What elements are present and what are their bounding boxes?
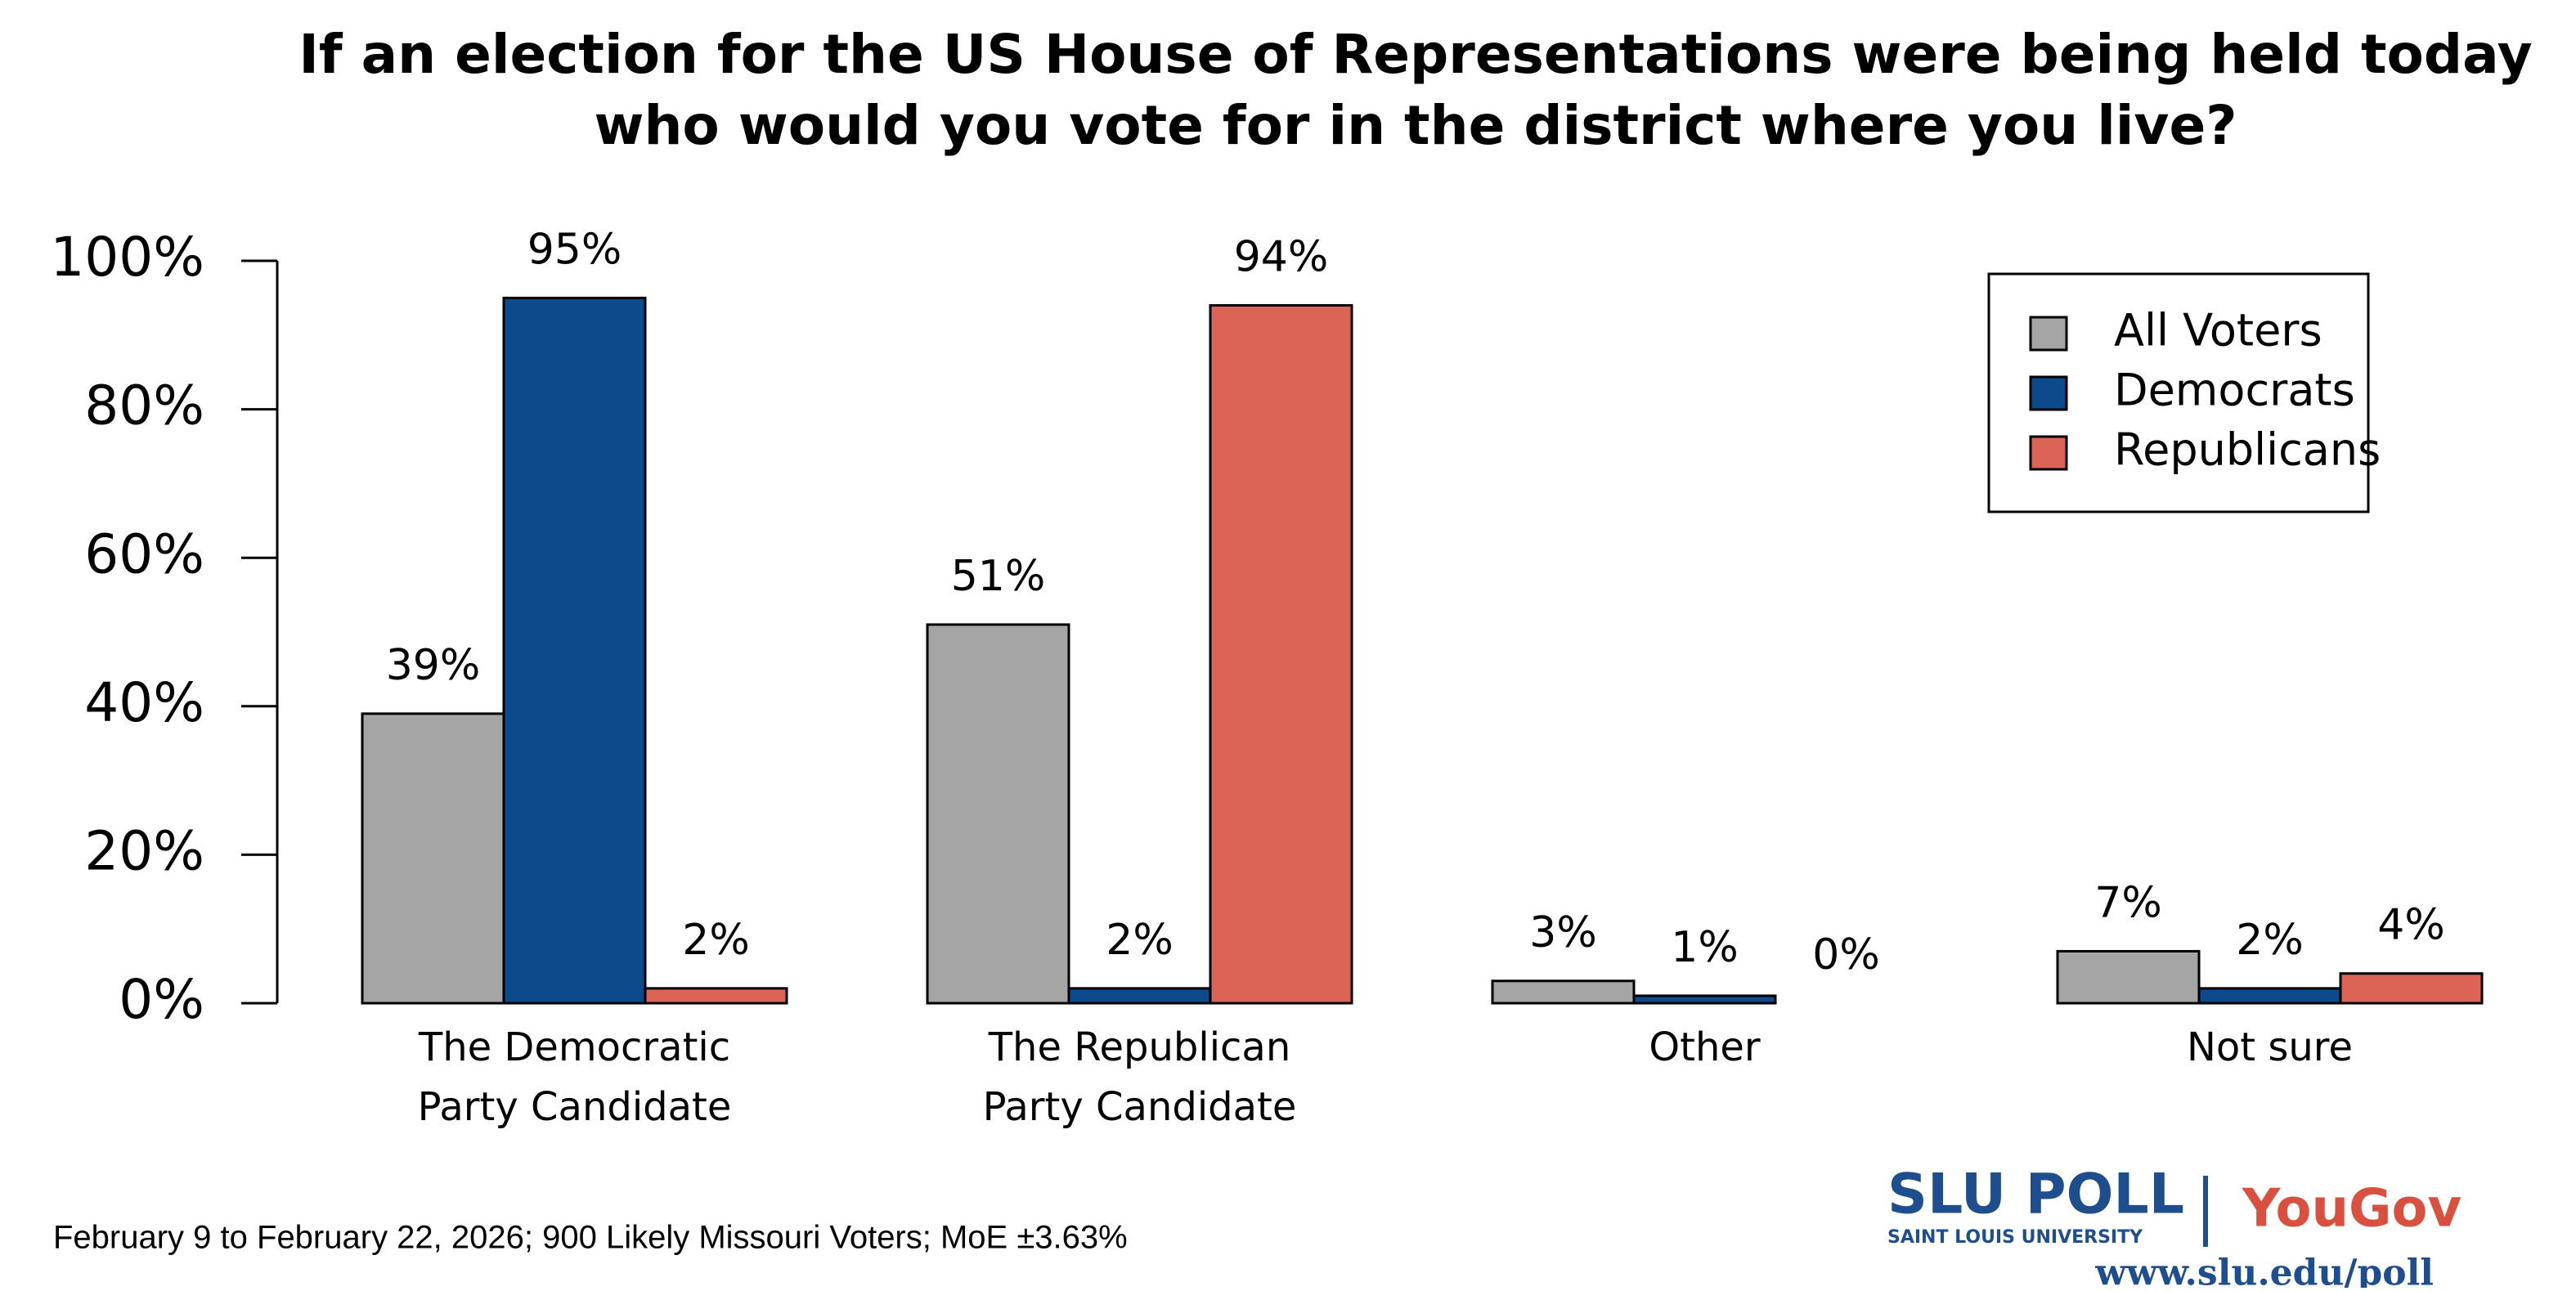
chart-title: If an election for the US House of Repre… [298, 23, 2532, 86]
y-tick-label: 60% [84, 522, 204, 585]
legend-swatch [2029, 375, 2068, 411]
bar [2197, 987, 2342, 1005]
value-label: 95% [527, 225, 622, 274]
bar [1209, 303, 1353, 1005]
bar [502, 296, 647, 1005]
y-tick-label: 0% [119, 968, 204, 1031]
value-label: 4% [2377, 901, 2445, 950]
value-label: 2% [682, 916, 750, 965]
x-tick-label: Party Candidate [983, 1084, 1297, 1130]
bar [1632, 994, 1777, 1005]
y-tick-label: 20% [84, 819, 204, 882]
value-label: 39% [386, 641, 481, 690]
legend-swatch [2029, 435, 2068, 471]
y-tick-label: 40% [84, 671, 204, 734]
bar [2339, 972, 2484, 1005]
bar [1491, 979, 1636, 1005]
bar [644, 987, 788, 1005]
legend-label: All Voters [2114, 305, 2322, 356]
bar [2056, 949, 2201, 1005]
legend-label: Republicans [2114, 424, 2381, 476]
logo-slu-sub: SAINT LOUIS UNIVERSITY [1887, 1227, 2143, 1248]
y-tick-label: 80% [84, 374, 204, 437]
value-label: 2% [1106, 916, 1174, 965]
y-tick-label: 100% [50, 226, 204, 289]
value-label: 3% [1529, 908, 1597, 957]
chart-title: who would you vote for in the district w… [594, 94, 2237, 157]
x-tick-label: Other [1649, 1024, 1761, 1070]
value-label: 94% [1234, 232, 1329, 281]
x-tick-label: The Democratic [418, 1024, 730, 1070]
logo-slu: SLU POLL [1887, 1163, 2184, 1227]
logo-yougov: YouGov [2242, 1179, 2462, 1239]
footnote: February 9 to February 22, 2026; 900 Lik… [53, 1220, 1128, 1256]
bar [926, 623, 1070, 1005]
value-label: 7% [2094, 878, 2162, 927]
bar [361, 712, 505, 1005]
bar [1067, 987, 1212, 1005]
value-label: 1% [1671, 923, 1739, 972]
value-label: 51% [951, 552, 1046, 601]
value-label: 0% [1812, 930, 1880, 979]
value-label: 2% [2236, 916, 2304, 965]
legend-swatch [2029, 316, 2068, 352]
x-tick-label: Not sure [2187, 1024, 2353, 1070]
x-tick-label: Party Candidate [418, 1084, 732, 1130]
logo-url: www.slu.edu/poll [2094, 1253, 2434, 1289]
x-tick-label: The Republican [988, 1024, 1291, 1070]
legend-label: Democrats [2114, 365, 2355, 416]
